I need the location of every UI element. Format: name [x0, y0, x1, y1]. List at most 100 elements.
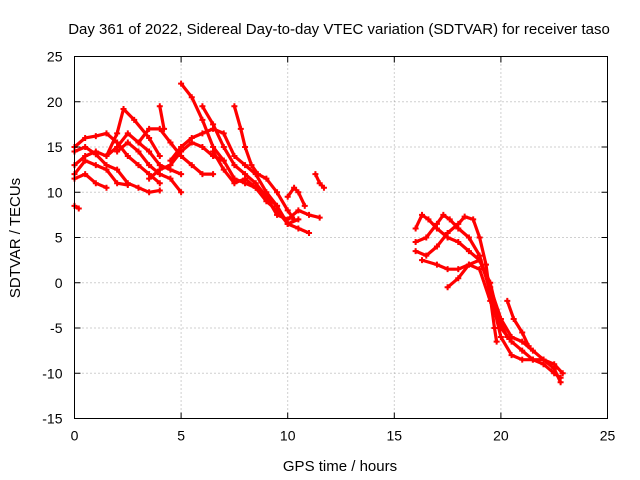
series-trace	[446, 258, 565, 375]
data-point	[210, 148, 217, 155]
data-point	[92, 162, 99, 169]
data-point	[146, 175, 153, 182]
data-point	[146, 189, 153, 196]
data-point	[274, 207, 281, 214]
data-point	[306, 229, 313, 236]
data-point	[82, 144, 89, 150]
data-point	[231, 103, 238, 110]
data-point	[504, 297, 511, 304]
x-tick-label: 5	[177, 428, 185, 444]
y-tick-label: -10	[42, 365, 62, 381]
data-point	[455, 275, 462, 282]
data-point	[156, 153, 163, 160]
data-point	[120, 105, 127, 112]
data-point	[444, 229, 451, 236]
y-tick-label: -5	[50, 320, 63, 336]
data-point	[146, 162, 153, 169]
data-point	[103, 130, 110, 137]
data-point	[103, 166, 110, 173]
data-point	[178, 144, 185, 150]
series-trace	[104, 107, 162, 158]
data-point	[465, 261, 472, 268]
data-point	[476, 234, 483, 241]
data-point	[82, 157, 89, 164]
data-point	[419, 211, 426, 218]
data-point	[252, 184, 259, 191]
y-tick-label: 20	[47, 94, 63, 110]
data-point	[508, 352, 515, 359]
data-point	[135, 148, 142, 155]
data-point	[114, 166, 121, 173]
series-arc-16	[231, 103, 298, 223]
data-point	[210, 171, 217, 178]
data-point	[440, 211, 447, 218]
y-axis-label: SDTVAR / TECUs	[7, 178, 24, 298]
series-arc-15	[210, 148, 302, 227]
series-arc-1	[71, 202, 82, 212]
data-point	[242, 144, 249, 150]
data-point	[412, 225, 419, 232]
data-point	[455, 220, 462, 227]
data-point	[146, 148, 153, 155]
data-point	[487, 297, 494, 304]
data-point	[295, 225, 302, 232]
data-point	[231, 180, 238, 187]
data-point	[557, 374, 564, 381]
data-point	[455, 239, 462, 246]
data-point	[455, 266, 462, 273]
series-arc-6	[71, 157, 131, 189]
data-point	[135, 184, 142, 191]
series-arc-8	[114, 139, 185, 196]
x-axis-label: GPS time / hours	[283, 458, 397, 475]
data-point	[306, 211, 313, 218]
data-point	[167, 175, 174, 182]
data-point	[476, 257, 483, 264]
data-point	[156, 103, 163, 110]
data-point	[263, 175, 270, 182]
data-point	[423, 252, 430, 259]
data-point	[156, 187, 163, 194]
data-point	[284, 207, 291, 214]
data-point	[316, 180, 323, 187]
data-point	[519, 338, 526, 345]
data-point	[103, 153, 110, 160]
data-layer	[71, 80, 566, 386]
x-tick-label: 20	[493, 428, 509, 444]
series-arc-11	[156, 103, 168, 132]
series-trace	[505, 299, 531, 348]
data-point	[508, 334, 515, 341]
data-point	[124, 153, 131, 160]
data-point	[425, 216, 432, 223]
series-trace	[158, 104, 166, 131]
data-point	[487, 284, 494, 291]
data-point	[135, 139, 142, 146]
data-point	[529, 347, 536, 354]
y-tick-label: 0	[55, 275, 63, 291]
series-arc-7	[103, 105, 163, 160]
data-point	[284, 220, 291, 227]
data-point	[156, 180, 163, 187]
data-point	[114, 130, 121, 137]
data-point	[274, 189, 281, 196]
data-point	[493, 338, 500, 345]
data-point	[412, 248, 419, 255]
series-trace	[286, 186, 307, 208]
data-point	[519, 347, 526, 354]
data-point	[284, 193, 291, 200]
data-point	[82, 134, 89, 141]
x-tick-label: 10	[280, 428, 296, 444]
data-point	[92, 148, 99, 155]
data-point	[178, 189, 185, 196]
y-tick-label: 15	[47, 139, 63, 155]
data-point	[295, 189, 302, 196]
data-point	[301, 202, 308, 209]
data-point	[510, 315, 517, 322]
data-point	[551, 370, 558, 377]
data-point	[419, 257, 426, 264]
data-point	[465, 234, 472, 241]
data-point	[220, 166, 227, 173]
data-point	[114, 180, 121, 187]
series-arc-23	[444, 257, 566, 377]
data-point	[146, 134, 153, 141]
